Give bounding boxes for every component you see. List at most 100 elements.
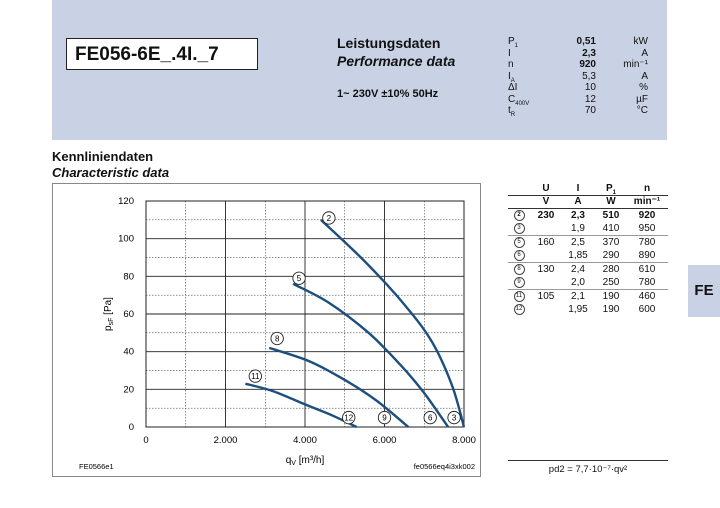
marker-6-circle xyxy=(423,410,437,425)
spec-symbol-text: I xyxy=(508,47,511,59)
point-marker-icon: 3 xyxy=(513,222,525,234)
spec-row: n 920 min⁻¹ xyxy=(508,59,648,71)
y-tick-label: 120 xyxy=(118,196,134,207)
point-cell: 2 xyxy=(508,209,530,222)
table-cell: 2,0 xyxy=(571,277,585,288)
spec-symbol-text: ΔI xyxy=(508,82,518,93)
header-sub: 1 xyxy=(612,190,616,196)
formula: pd2 = 7,7·10⁻⁷·qv² xyxy=(508,460,668,475)
table-cell: 2,1 xyxy=(571,291,585,302)
unit-cell: V xyxy=(542,196,550,207)
spec-unit: µF xyxy=(636,93,648,105)
spec-symbol: tR xyxy=(508,105,546,118)
marker-9-circle xyxy=(377,410,392,425)
table-row: 11 105 2,1 190 460 xyxy=(508,290,668,303)
marker-8-circle xyxy=(270,331,284,346)
unit-cell: W xyxy=(606,196,616,207)
y-tick-label: 0 xyxy=(129,422,134,433)
chart-footer-right: fe0566eq4i3xk002 xyxy=(414,462,475,471)
spec-symbol-text: P xyxy=(508,36,515,47)
x-axis-label: qV [m³/h] xyxy=(286,455,325,467)
spec-row: I 2,3 A xyxy=(508,48,648,60)
table-row: 2 230 2,3 510 920 xyxy=(508,209,668,222)
table-cell: 2,5 xyxy=(571,237,585,248)
point-marker-icon: 9 xyxy=(513,276,525,288)
side-tab-fe[interactable]: FE xyxy=(688,265,720,317)
table-cell: 280 xyxy=(602,264,620,275)
spec-symbol-text: t xyxy=(508,105,511,116)
table-cell: 130 xyxy=(537,264,555,275)
table-cell: 1,95 xyxy=(568,304,588,315)
spec-unit: kW xyxy=(633,36,648,47)
y-tick-label: 80 xyxy=(123,271,134,282)
unit-cell: A xyxy=(574,196,582,207)
marker-11-label: 11 xyxy=(251,372,260,381)
point-marker-icon: 11 xyxy=(513,290,525,302)
unit-cell: min⁻¹ xyxy=(633,196,661,207)
table-cell xyxy=(530,276,562,289)
marker-11-circle xyxy=(248,369,262,383)
spec-unit: % xyxy=(639,82,648,93)
spec-value: 920 xyxy=(579,59,596,70)
marker-6-label: 6 xyxy=(428,414,433,423)
y-tick-label: 60 xyxy=(123,309,134,320)
spec-value: 5,3 xyxy=(582,70,596,82)
y-axis-label: psF [Pa] xyxy=(103,297,115,331)
table-cell: 190 xyxy=(602,304,620,315)
table-row: 8 130 2,4 280 610 xyxy=(508,263,668,276)
spec-symbol: C400V xyxy=(508,93,546,107)
point-marker-icon: 6 xyxy=(513,249,525,261)
y-tick-label: 100 xyxy=(118,234,134,245)
table-cell: 610 xyxy=(638,264,656,275)
marker-3-label: 3 xyxy=(452,414,457,423)
spec-symbol: I xyxy=(508,48,546,60)
spec-symbol-text: C xyxy=(508,93,516,105)
point-cell: 11 xyxy=(508,290,530,303)
header-cell: I xyxy=(576,183,580,194)
point-cell: 6 xyxy=(508,249,530,262)
marker-8-label: 8 xyxy=(275,334,280,343)
spec-row: C400V 12 µF xyxy=(508,93,648,107)
table-cell: 510 xyxy=(602,210,620,221)
table-cell xyxy=(530,249,562,262)
table-cell: 2,4 xyxy=(571,264,585,275)
spec-row: tR 70 °C xyxy=(508,105,648,118)
table-cell: 105 xyxy=(537,291,555,302)
spec-symbol: n xyxy=(508,59,546,71)
marker-9-label: 9 xyxy=(382,414,387,423)
spec-symbol-text: I xyxy=(508,70,511,82)
spec-symbol-text: n xyxy=(508,59,514,70)
table-cell: 410 xyxy=(602,223,620,234)
y-tick-label: 20 xyxy=(123,384,134,395)
section-title-en: Characteristic data xyxy=(52,165,170,180)
y-tick-label: 40 xyxy=(123,347,134,358)
table-row: 5 160 2,5 370 780 xyxy=(508,236,668,249)
table-cell: 190 xyxy=(602,291,620,302)
table-cell: 950 xyxy=(638,223,656,234)
x-tick-label: 0 xyxy=(143,435,148,446)
point-marker-icon: 5 xyxy=(513,236,525,248)
table-cell: 290 xyxy=(602,250,620,261)
chart-footer-left: FE0566e1 xyxy=(79,462,114,471)
x-tick-label: 6.000 xyxy=(373,435,397,446)
header-cell: n xyxy=(643,183,651,194)
table-cell: 250 xyxy=(602,277,620,288)
point-cell: 5 xyxy=(508,236,530,249)
unit-cell xyxy=(508,196,530,208)
table-row: 12 1,95 190 600 xyxy=(508,303,668,316)
chart-svg: 0 2.000 4.000 6.000 8.000 0 20 40 60 80 100 120 qV [… xyxy=(79,196,476,471)
table-cell: 1,9 xyxy=(571,223,585,234)
point-cell: 8 xyxy=(508,263,530,276)
table-cell xyxy=(530,222,562,235)
header-cell: U xyxy=(542,183,550,194)
table-cell: 160 xyxy=(537,237,555,248)
spec-symbol: IA xyxy=(508,70,546,84)
marker-3-circle xyxy=(447,410,461,425)
spec-value: 2,3 xyxy=(582,47,596,59)
voltage-spec: 1~ 230V ±10% 50Hz xyxy=(337,88,439,100)
spec-row: ΔI 10% xyxy=(508,82,648,94)
table-cell: 460 xyxy=(638,291,656,302)
point-marker-icon: 12 xyxy=(513,303,525,315)
